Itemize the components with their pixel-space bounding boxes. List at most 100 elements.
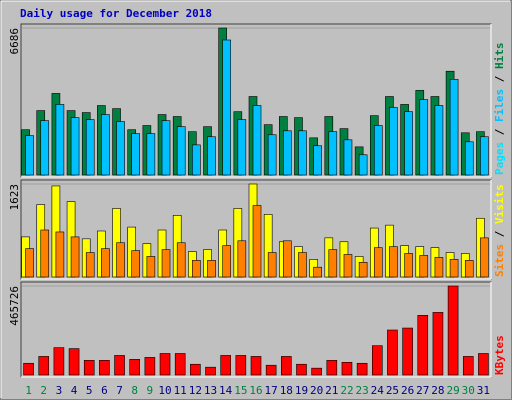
bar: [131, 250, 141, 278]
y-tick-label: 6686: [8, 28, 21, 55]
bar: [40, 120, 50, 176]
bar: [419, 255, 429, 278]
bar: [85, 252, 95, 278]
bar: [417, 315, 429, 376]
bar: [447, 285, 459, 376]
bar: [176, 126, 186, 176]
bar: [237, 240, 247, 278]
bar: [207, 260, 216, 278]
x-tick-label: 5: [86, 384, 93, 397]
bar: [265, 364, 277, 376]
bar: [99, 360, 110, 376]
bar: [267, 134, 277, 176]
x-tick-label: 18: [280, 384, 293, 397]
x-tick-label: 28: [431, 384, 444, 397]
bar: [207, 136, 216, 176]
bar: [252, 105, 262, 176]
x-tick-label: 13: [204, 384, 217, 397]
bar: [23, 362, 34, 376]
bar: [70, 117, 80, 176]
x-tick-label: 10: [158, 384, 171, 397]
x-tick-label: 29: [446, 384, 459, 397]
bar: [343, 139, 353, 176]
x-tick-label: 15: [234, 384, 247, 397]
bar: [53, 347, 65, 376]
x-tick-label: 4: [71, 384, 78, 397]
bar: [371, 345, 383, 376]
bar: [462, 356, 474, 376]
legend: Sites / Visits: [493, 184, 506, 277]
x-tick-label: 6: [101, 384, 108, 397]
x-tick-label: 31: [477, 384, 490, 397]
bar: [146, 256, 156, 278]
x-tick-label: 7: [116, 384, 123, 397]
bar: [38, 356, 50, 376]
x-tick-label: 26: [401, 384, 414, 397]
bar: [389, 246, 398, 278]
bar: [131, 133, 141, 176]
bar: [129, 359, 141, 376]
x-tick-label: 24: [371, 384, 385, 397]
x-tick-label: 12: [189, 384, 202, 397]
bar: [205, 366, 216, 376]
bar: [222, 39, 231, 176]
bar: [313, 266, 322, 278]
bar: [313, 145, 322, 176]
x-tick-label: 3: [56, 384, 63, 397]
x-tick-label: 19: [295, 384, 308, 397]
legend: KBytes: [493, 335, 506, 375]
bar: [192, 260, 201, 278]
bar: [404, 253, 413, 278]
x-tick-label: 8: [131, 384, 138, 397]
bar: [343, 254, 353, 278]
bar: [55, 231, 65, 278]
bar: [373, 247, 383, 278]
bar: [389, 107, 398, 176]
bar: [402, 327, 413, 376]
legend-separator: /: [493, 122, 506, 142]
legend-entry: KBytes: [493, 335, 506, 375]
bar: [237, 119, 247, 176]
bar: [55, 104, 65, 176]
chart-title: Daily usage for December 2018: [20, 7, 212, 20]
bar: [404, 111, 413, 176]
x-tick-label: 11: [174, 384, 187, 397]
bar: [328, 249, 338, 278]
bar: [235, 355, 247, 376]
x-tick-label: 16: [249, 384, 262, 397]
x-tick-label: 1: [25, 384, 32, 397]
bar: [220, 355, 231, 376]
bar: [283, 240, 292, 278]
bar: [449, 79, 459, 176]
bar: [478, 353, 489, 376]
bar: [190, 363, 201, 376]
legend-separator: /: [493, 224, 506, 244]
bar: [432, 312, 444, 376]
bar: [116, 121, 125, 176]
bar: [296, 363, 307, 376]
bar: [311, 367, 322, 376]
x-tick-label: 30: [462, 384, 475, 397]
bar: [70, 236, 80, 278]
bar: [326, 360, 338, 376]
bar: [298, 130, 307, 176]
x-tick-label: 20: [310, 384, 323, 397]
x-tick-label: 25: [386, 384, 399, 397]
x-tick-label: 23: [356, 384, 369, 397]
bar: [283, 130, 292, 176]
bar: [434, 257, 444, 278]
bar: [464, 260, 474, 278]
x-tick-label: 27: [416, 384, 429, 397]
y-tick-label: 1623: [8, 184, 21, 211]
bar: [144, 357, 156, 376]
y-tick-label: 465726: [8, 286, 21, 326]
bar: [161, 249, 171, 278]
bar: [192, 144, 201, 176]
legend-entry: Sites: [493, 244, 506, 277]
bar: [449, 259, 459, 278]
bar: [419, 99, 429, 176]
legend: Pages / Files / Hits: [493, 43, 506, 176]
legend-entry: Visits: [493, 184, 506, 224]
